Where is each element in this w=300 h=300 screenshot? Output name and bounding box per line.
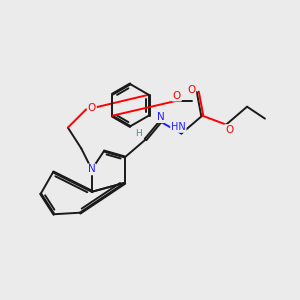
Text: H: H	[136, 129, 142, 138]
Text: N: N	[157, 112, 164, 122]
Text: HN: HN	[171, 122, 186, 132]
Text: O: O	[173, 91, 181, 101]
Text: N: N	[88, 164, 96, 174]
Text: O: O	[88, 103, 96, 113]
Text: O: O	[225, 125, 233, 135]
Text: O: O	[187, 85, 195, 95]
